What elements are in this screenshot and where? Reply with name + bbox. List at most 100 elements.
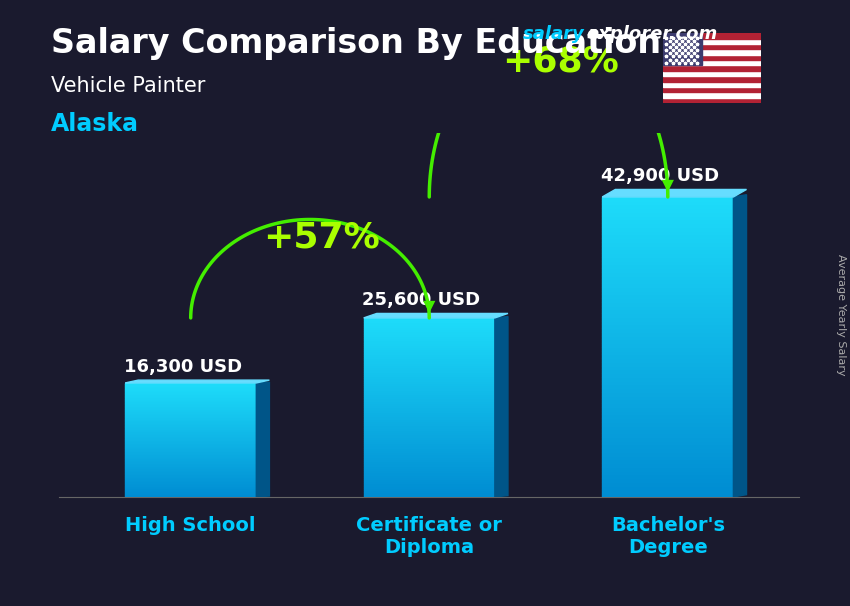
Bar (364, 401, 495, 403)
Bar (364, 412, 495, 414)
Bar (125, 400, 257, 401)
Bar (125, 431, 257, 433)
Bar (364, 358, 495, 361)
Bar (125, 453, 257, 454)
Bar (602, 324, 734, 328)
Bar (663, 65, 761, 71)
Bar (364, 443, 495, 445)
Bar (663, 33, 761, 39)
Bar (125, 411, 257, 413)
Bar (125, 444, 257, 445)
Bar (364, 349, 495, 351)
Bar (364, 457, 495, 459)
Bar (125, 420, 257, 421)
Bar (125, 465, 257, 467)
Bar (602, 448, 734, 452)
Bar (602, 422, 734, 425)
Text: +57%: +57% (264, 220, 380, 254)
Bar (602, 204, 734, 208)
Bar (663, 33, 702, 65)
Bar (364, 361, 495, 362)
Bar (364, 488, 495, 490)
Bar (125, 451, 257, 453)
Text: explorer.com: explorer.com (586, 25, 717, 44)
Bar (364, 381, 495, 383)
Bar (602, 298, 734, 302)
Bar (364, 464, 495, 465)
Bar (663, 82, 761, 87)
Bar (364, 333, 495, 336)
Bar (364, 356, 495, 358)
Bar (663, 50, 761, 55)
Bar (364, 329, 495, 331)
Bar (602, 474, 734, 478)
Polygon shape (364, 313, 508, 318)
Bar (602, 396, 734, 399)
Bar (364, 448, 495, 450)
Bar (602, 257, 734, 261)
Bar (602, 279, 734, 283)
Bar (364, 494, 495, 497)
Bar (364, 403, 495, 405)
Bar (364, 435, 495, 436)
Bar (125, 407, 257, 408)
Bar (364, 354, 495, 356)
Polygon shape (602, 190, 746, 197)
Bar (125, 403, 257, 404)
Bar (125, 430, 257, 431)
Bar (125, 464, 257, 465)
Bar (602, 336, 734, 339)
Bar (125, 435, 257, 436)
Bar (364, 367, 495, 370)
Bar (602, 328, 734, 332)
Bar (364, 342, 495, 345)
Bar (364, 331, 495, 333)
Bar (125, 484, 257, 485)
Text: +68%: +68% (502, 45, 619, 79)
Bar (125, 388, 257, 390)
Text: salary: salary (523, 25, 585, 44)
Bar (602, 317, 734, 321)
Bar (125, 416, 257, 417)
Bar (602, 261, 734, 264)
Bar (602, 441, 734, 444)
Bar (602, 425, 734, 430)
Bar (364, 459, 495, 461)
Bar (364, 436, 495, 439)
Polygon shape (257, 382, 269, 497)
Bar (602, 362, 734, 365)
Bar (602, 418, 734, 422)
Bar (602, 305, 734, 310)
Bar (663, 55, 761, 60)
Bar (125, 447, 257, 448)
Bar (125, 468, 257, 470)
Bar (125, 443, 257, 444)
Bar (602, 201, 734, 204)
Bar (364, 327, 495, 329)
Bar (602, 343, 734, 347)
Bar (125, 397, 257, 399)
Bar (125, 460, 257, 461)
Bar (364, 465, 495, 468)
Bar (125, 494, 257, 496)
Bar (125, 408, 257, 410)
Bar (602, 365, 734, 370)
Bar (602, 310, 734, 313)
Bar (602, 283, 734, 287)
Bar (364, 486, 495, 488)
Bar (364, 370, 495, 371)
Bar (125, 386, 257, 387)
Bar (125, 485, 257, 487)
Bar (364, 441, 495, 443)
Text: 25,600 USD: 25,600 USD (362, 291, 480, 309)
Bar (364, 407, 495, 410)
Bar (364, 450, 495, 452)
Bar (364, 391, 495, 394)
Bar (125, 441, 257, 443)
Bar (125, 478, 257, 480)
Bar (602, 253, 734, 257)
Bar (602, 321, 734, 324)
Bar (125, 399, 257, 400)
Bar (602, 493, 734, 497)
Bar (602, 456, 734, 459)
